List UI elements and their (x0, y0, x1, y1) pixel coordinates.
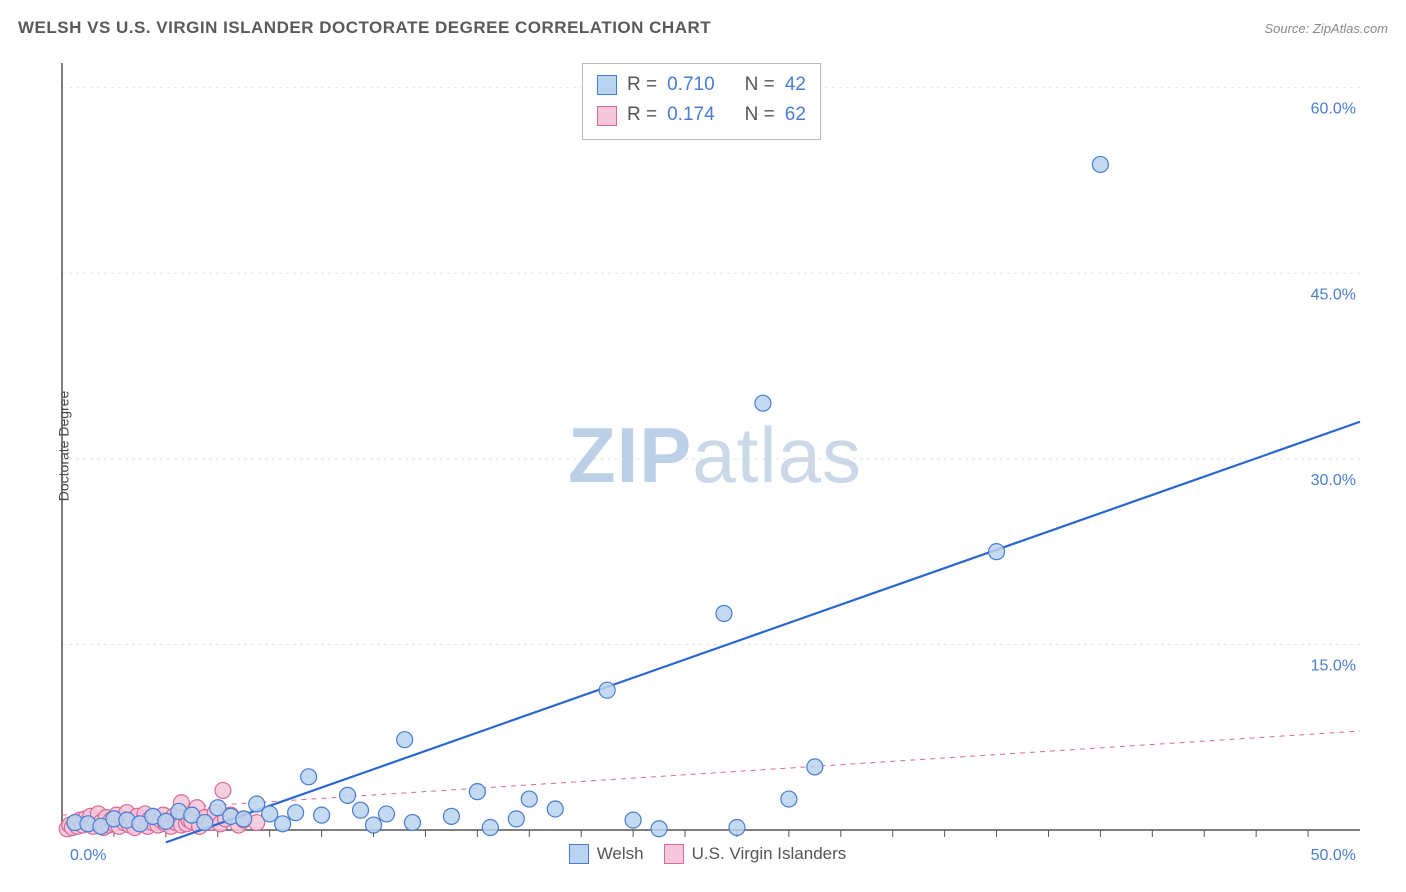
svg-text:0.0%: 0.0% (70, 847, 106, 864)
stats-row: R = 0.174 N = 62 (597, 100, 806, 130)
stats-swatch (597, 75, 617, 95)
legend-label: U.S. Virgin Islanders (692, 844, 847, 864)
svg-text:50.0%: 50.0% (1311, 847, 1356, 864)
scatter-chart: 15.0% 30.0% 45.0% 60.0% 0.0% 50.0% (50, 55, 1380, 870)
legend-item: U.S. Virgin Islanders (664, 844, 847, 864)
legend-item: Welsh (569, 844, 644, 864)
svg-text:45.0%: 45.0% (1311, 286, 1356, 303)
header: WELSH VS U.S. VIRGIN ISLANDER DOCTORATE … (18, 18, 1388, 38)
source-attribution: Source: ZipAtlas.com (1264, 21, 1388, 36)
legend-swatch (569, 844, 589, 864)
chart-title: WELSH VS U.S. VIRGIN ISLANDER DOCTORATE … (18, 18, 711, 38)
r-label: R = (627, 100, 657, 130)
stats-legend-box: R = 0.710 N = 42 R = 0.174 N = 62 (582, 63, 821, 140)
svg-text:60.0%: 60.0% (1311, 101, 1356, 118)
n-label: N = (745, 100, 775, 130)
svg-text:30.0%: 30.0% (1311, 472, 1356, 489)
series-legend: Welsh U.S. Virgin Islanders (569, 844, 847, 864)
stats-row: R = 0.710 N = 42 (597, 70, 806, 100)
svg-text:15.0%: 15.0% (1311, 657, 1356, 674)
legend-swatch (664, 844, 684, 864)
legend-label: Welsh (597, 844, 644, 864)
n-value: 42 (785, 70, 806, 100)
stats-swatch (597, 106, 617, 126)
r-value: 0.710 (667, 70, 715, 100)
r-label: R = (627, 70, 657, 100)
n-value: 62 (785, 100, 806, 130)
chart-container: ZIPatlas 15.0%30.0%45.0%60.0%0.0%50.0% R… (50, 55, 1380, 870)
n-label: N = (745, 70, 775, 100)
r-value: 0.174 (667, 100, 715, 130)
